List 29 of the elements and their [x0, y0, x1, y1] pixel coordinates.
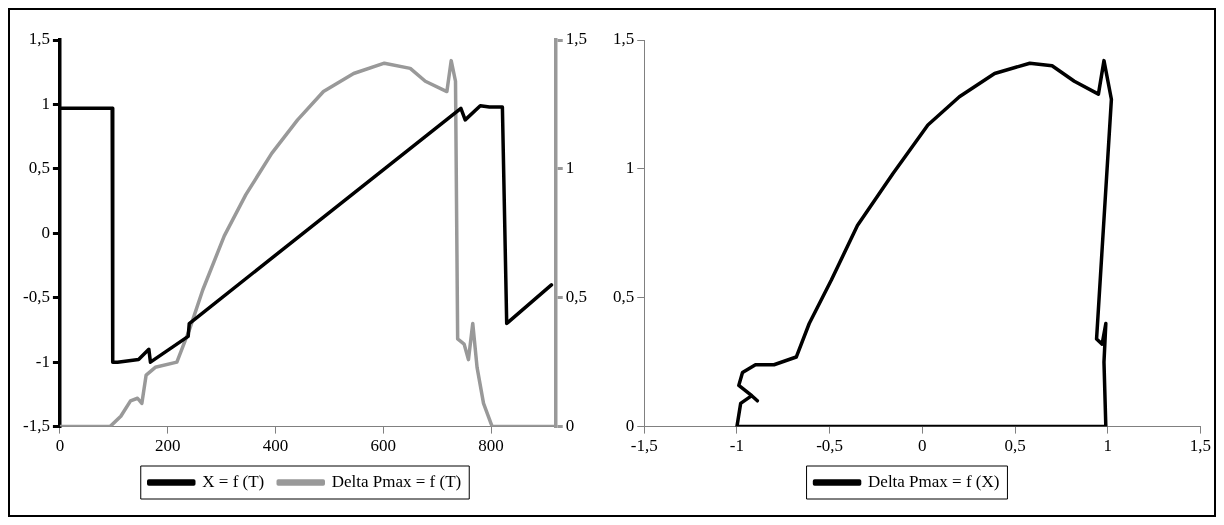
- x-tick-label: 1,5: [1189, 436, 1211, 456]
- legend-label: X = f (T): [202, 471, 265, 491]
- x-tick-label: 0,5: [1004, 436, 1026, 456]
- legend-label: Delta Pmax = f (X): [868, 471, 1000, 491]
- y2-tick-label: 1: [565, 158, 575, 178]
- x-tick-label: -1: [729, 436, 745, 456]
- x-tick-label: 0: [918, 436, 927, 456]
- y-tick-label: -1,5: [22, 416, 50, 436]
- x-tick-label: -0,5: [816, 436, 844, 456]
- y-tick-label: 0,5: [613, 287, 635, 307]
- y-tick-label: 1: [41, 93, 50, 113]
- y-tick-label: 0: [625, 416, 635, 436]
- y2-tick-label: 0,5: [565, 287, 587, 307]
- x-tick-label: 1: [1103, 436, 1112, 456]
- legend-label: Delta Pmax = f (T): [331, 471, 462, 491]
- y-tick-label: 1: [625, 158, 635, 178]
- y-tick-label: -0,5: [22, 287, 50, 307]
- x-tick-label: 0: [55, 436, 65, 456]
- x-tick-label: 400: [262, 436, 289, 456]
- x-tick-label: 600: [370, 436, 397, 456]
- y2-tick-label: 0: [565, 416, 575, 436]
- x-tick-label: 800: [478, 436, 504, 456]
- y-tick-label: 0,5: [28, 158, 50, 178]
- x-tick-label: 200: [154, 436, 181, 456]
- y-tick-label: 1,5: [28, 29, 50, 49]
- y-tick-label: 1,5: [613, 29, 635, 49]
- y-tick-label: -1: [35, 351, 50, 371]
- y2-tick-label: 1,5: [565, 29, 587, 49]
- y-tick-label: 0: [41, 222, 50, 242]
